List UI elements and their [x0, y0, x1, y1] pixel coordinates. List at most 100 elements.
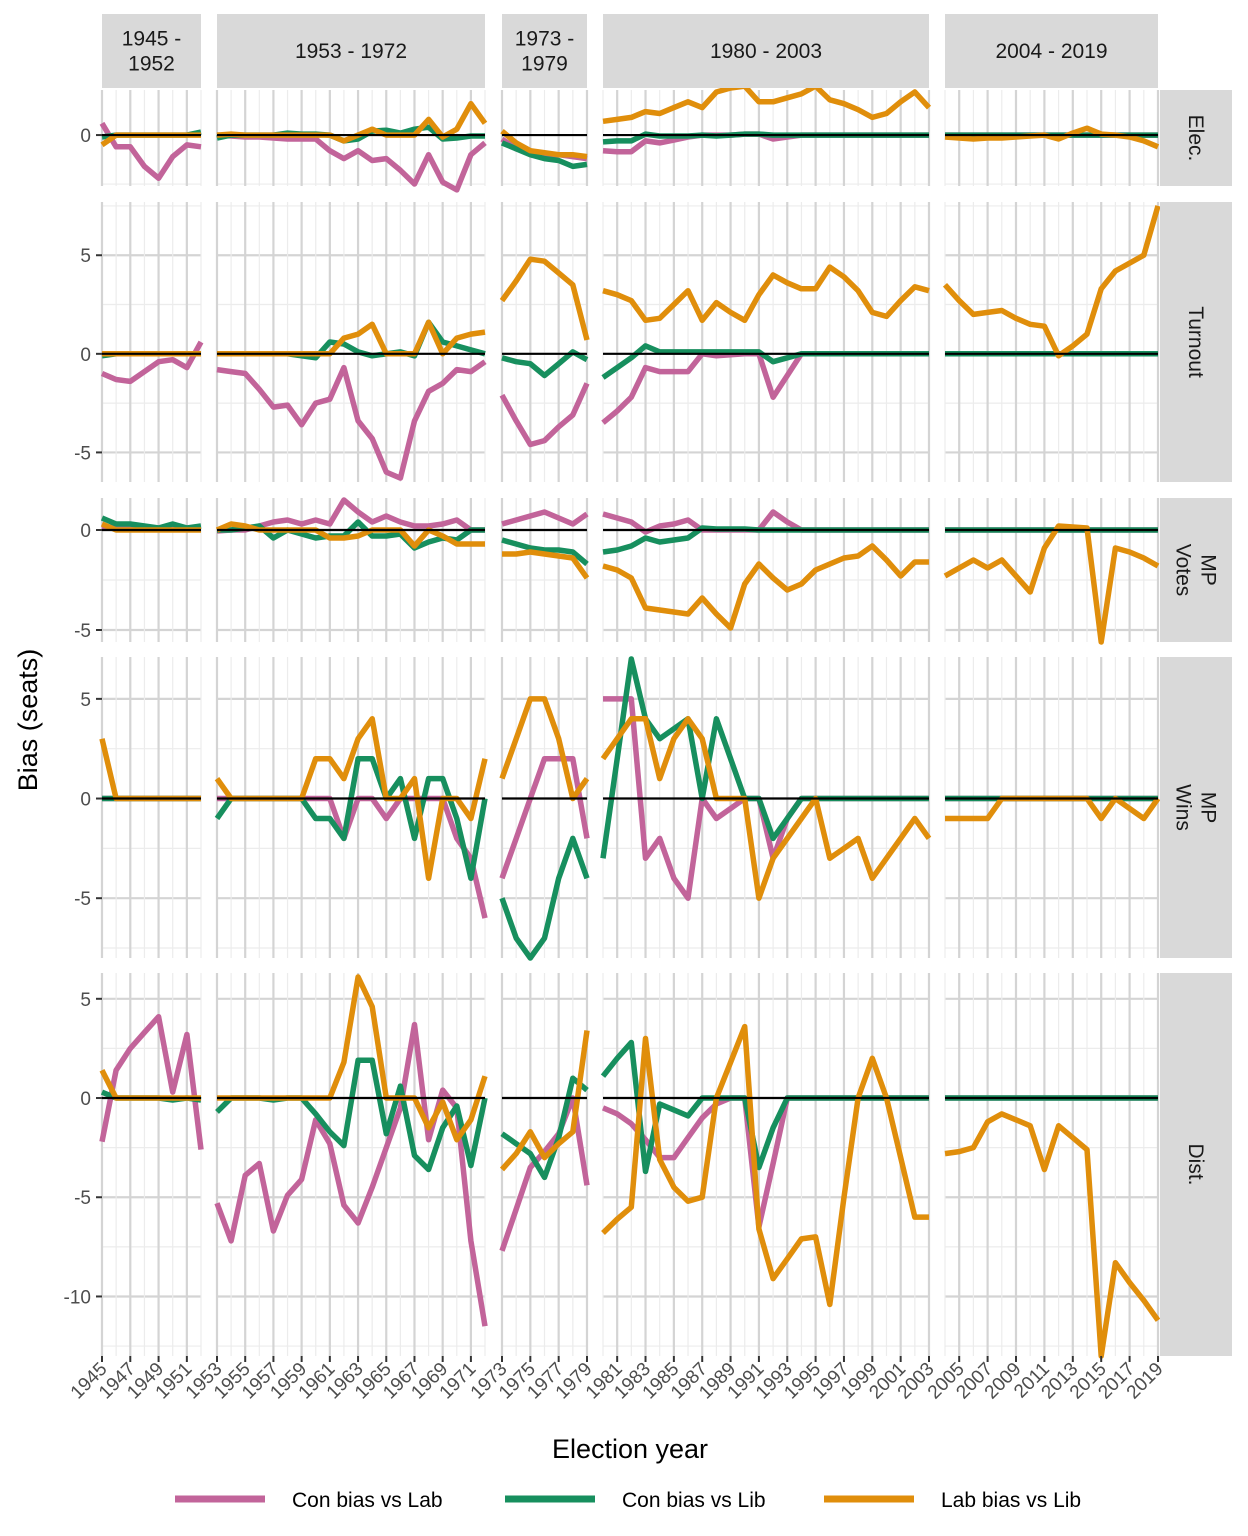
panel-series [100, 515, 202, 533]
panel-series [99, 1013, 204, 1150]
panel-series [600, 656, 932, 901]
panel-series [214, 716, 488, 919]
column-strip [102, 14, 201, 88]
column-strip [217, 14, 485, 88]
panel-series [945, 795, 1161, 822]
y-tick-label: -5 [74, 621, 91, 642]
panel-series [216, 319, 487, 481]
panel-background [102, 657, 201, 958]
column-strip-label: 1952 [128, 53, 175, 76]
series-line-con-lab [501, 509, 589, 527]
column-strip-label: 1980 - 2003 [710, 40, 822, 63]
series-line-con-lib [500, 1075, 589, 1181]
panel-series [499, 696, 590, 961]
panel-background [945, 973, 1158, 1356]
legend-label-con-lib: Con bias vs Lib [622, 1489, 766, 1512]
series-line-con-lib [500, 140, 588, 170]
panel-series [100, 340, 204, 385]
panel-background [603, 202, 929, 482]
y-axis-title: Bias (seats) [13, 649, 43, 792]
panel [602, 657, 931, 958]
series-line-con-lab [100, 340, 204, 385]
panel-background [603, 973, 929, 1356]
column-strip [945, 14, 1158, 88]
row-strip-label: MP [1197, 554, 1220, 586]
panel [500, 973, 589, 1356]
panel [602, 202, 931, 482]
series-line-lab-lib [499, 1030, 590, 1172]
column-strip-label: 1945 - [122, 28, 182, 51]
series-line-lab-lib [499, 256, 590, 341]
panel-series [215, 497, 485, 551]
panel [602, 973, 931, 1356]
y-tick-label: 5 [80, 246, 91, 267]
row-strip-label: Wins [1172, 784, 1195, 831]
column-strip-label: 1973 - [515, 28, 575, 51]
y-tick-label: -5 [74, 443, 91, 464]
panel-series [942, 205, 1161, 359]
series-line-lab-lib [943, 523, 1160, 645]
panel [500, 657, 589, 958]
panel-series [602, 509, 929, 631]
panel-series [601, 264, 930, 425]
row-strip-label: Votes [1172, 544, 1195, 597]
panel-series [500, 128, 588, 170]
legend-label-con-lab: Con bias vs Lab [292, 1489, 443, 1512]
series-line-con-lib [501, 537, 589, 567]
legend-label-lab-lib: Lab bias vs Lib [941, 1489, 1081, 1512]
y-tick-label: 0 [80, 126, 91, 147]
series-line-lab-lib [602, 83, 932, 125]
panel-series [99, 121, 202, 181]
y-tick-label: -10 [64, 1287, 91, 1308]
axes-layer: 0-505-50-505-10-505194519471949195119531… [64, 126, 1168, 1403]
panel [100, 498, 202, 642]
series-line-con-lab [99, 121, 202, 181]
series-line-lab-lib [600, 716, 932, 901]
row-strip [1160, 657, 1232, 958]
panel-series [499, 1030, 590, 1252]
y-tick-label: 5 [80, 990, 91, 1011]
series-line-lab-lib [500, 128, 588, 160]
series-line-lab-lib [944, 1111, 1161, 1359]
panel-background [102, 202, 201, 482]
panel-series [944, 1095, 1161, 1359]
y-tick-label: 5 [80, 690, 91, 711]
panel-background [945, 657, 1158, 958]
panel-series [214, 974, 488, 1327]
y-tick-label: -5 [74, 889, 91, 910]
panel-series [501, 509, 590, 580]
row-strip-label: Turnout [1184, 306, 1207, 378]
panel-series [600, 1023, 929, 1308]
series-line-lab-lib [601, 1023, 929, 1308]
series-line-con-lab [499, 755, 590, 880]
panel [215, 498, 486, 642]
y-tick-label: 0 [80, 345, 91, 366]
panel-background [945, 498, 1158, 642]
panel-series [944, 125, 1160, 150]
panel-series [499, 256, 590, 448]
row-strip-label: Elec. [1184, 115, 1207, 162]
panel-series [943, 523, 1160, 645]
panel [500, 202, 589, 482]
y-tick-label: 0 [80, 521, 91, 542]
series-line-lab-lib [942, 205, 1161, 359]
series-line-lab-lib [602, 543, 929, 631]
column-strip-label: 1979 [521, 53, 568, 76]
column-strip [603, 14, 929, 88]
x-axis-title: Election year [552, 1434, 708, 1464]
row-strip [1160, 973, 1232, 1356]
series-line-con-lab [499, 382, 590, 448]
series-line-con-lab [216, 359, 487, 481]
row-strip [1160, 202, 1232, 482]
panel [944, 973, 1160, 1356]
panel-series [99, 738, 201, 802]
panel [100, 973, 202, 1356]
panel-series [216, 100, 488, 193]
panels-layer [99, 83, 1161, 1359]
row-strip [1160, 90, 1232, 186]
series-line-con-lib [501, 349, 589, 379]
row-strip [1160, 498, 1232, 642]
panel [100, 657, 202, 958]
panel-series [602, 83, 932, 155]
